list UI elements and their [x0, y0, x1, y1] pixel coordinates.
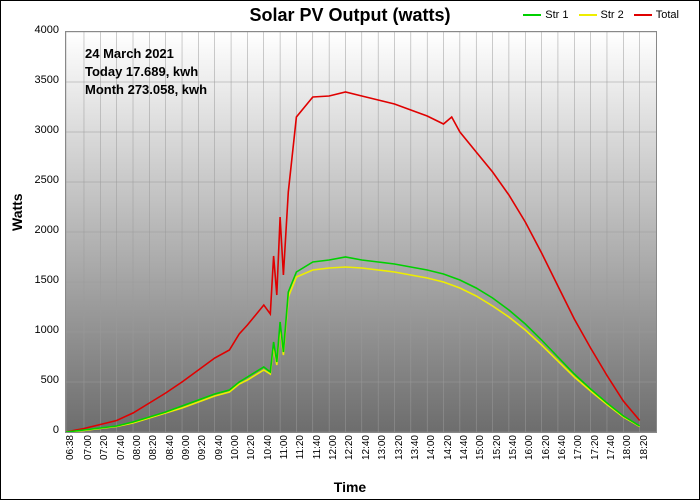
xtick-label: 07:00: [83, 435, 94, 475]
xtick-label: 08:40: [165, 435, 176, 475]
xtick-label: 15:20: [492, 435, 503, 475]
legend-label: Str 2: [601, 9, 624, 21]
legend-label: Str 1: [545, 9, 568, 21]
xtick-label: 14:20: [443, 435, 454, 475]
xtick-label: 17:20: [590, 435, 601, 475]
xtick-label: 10:00: [230, 435, 241, 475]
xtick-label: 18:00: [622, 435, 633, 475]
xtick-label: 06:38: [65, 435, 76, 475]
ytick-label: 2500: [1, 174, 59, 186]
xtick-label: 11:20: [295, 435, 306, 475]
ytick-label: 0: [1, 424, 59, 436]
xtick-label: 09:00: [181, 435, 192, 475]
xtick-label: 10:20: [246, 435, 257, 475]
xtick-label: 11:00: [279, 435, 290, 475]
xtick-label: 13:20: [394, 435, 405, 475]
xtick-label: 14:40: [459, 435, 470, 475]
xtick-label: 12:00: [328, 435, 339, 475]
ytick-label: 500: [1, 374, 59, 386]
chart-container: Solar PV Output (watts) Str 1Str 2Total …: [0, 0, 700, 500]
xtick-label: 14:00: [426, 435, 437, 475]
annot-today: Today 17.689, kwh: [85, 63, 207, 81]
legend-swatch: [634, 14, 652, 16]
xtick-label: 07:40: [116, 435, 127, 475]
xtick-label: 12:40: [361, 435, 372, 475]
ytick-label: 3000: [1, 124, 59, 136]
xtick-label: 17:00: [573, 435, 584, 475]
xtick-label: 16:00: [524, 435, 535, 475]
xtick-label: 15:40: [508, 435, 519, 475]
annot-month: Month 273.058, kwh: [85, 81, 207, 99]
xtick-label: 09:40: [214, 435, 225, 475]
xtick-label: 16:40: [557, 435, 568, 475]
x-axis-label: Time: [1, 479, 699, 495]
ytick-label: 4000: [1, 24, 59, 36]
xtick-label: 10:40: [263, 435, 274, 475]
xtick-label: 11:40: [312, 435, 323, 475]
xtick-label: 18:20: [639, 435, 650, 475]
legend-swatch: [523, 14, 541, 16]
legend-swatch: [579, 14, 597, 16]
annotation-box: 24 March 2021 Today 17.689, kwh Month 27…: [85, 45, 207, 100]
xtick-label: 17:40: [606, 435, 617, 475]
ytick-label: 1000: [1, 324, 59, 336]
annot-date: 24 March 2021: [85, 45, 207, 63]
ytick-label: 2000: [1, 224, 59, 236]
legend: Str 1 Str 2 Total: [513, 9, 679, 21]
xtick-label: 16:20: [541, 435, 552, 475]
xtick-label: 08:20: [148, 435, 159, 475]
xtick-label: 09:20: [197, 435, 208, 475]
xtick-label: 08:00: [132, 435, 143, 475]
xtick-label: 15:00: [475, 435, 486, 475]
xtick-label: 07:20: [99, 435, 110, 475]
legend-label: Total: [656, 9, 679, 21]
ytick-label: 1500: [1, 274, 59, 286]
ytick-label: 3500: [1, 74, 59, 86]
xtick-label: 12:20: [344, 435, 355, 475]
xtick-label: 13:40: [410, 435, 421, 475]
xtick-label: 13:00: [377, 435, 388, 475]
